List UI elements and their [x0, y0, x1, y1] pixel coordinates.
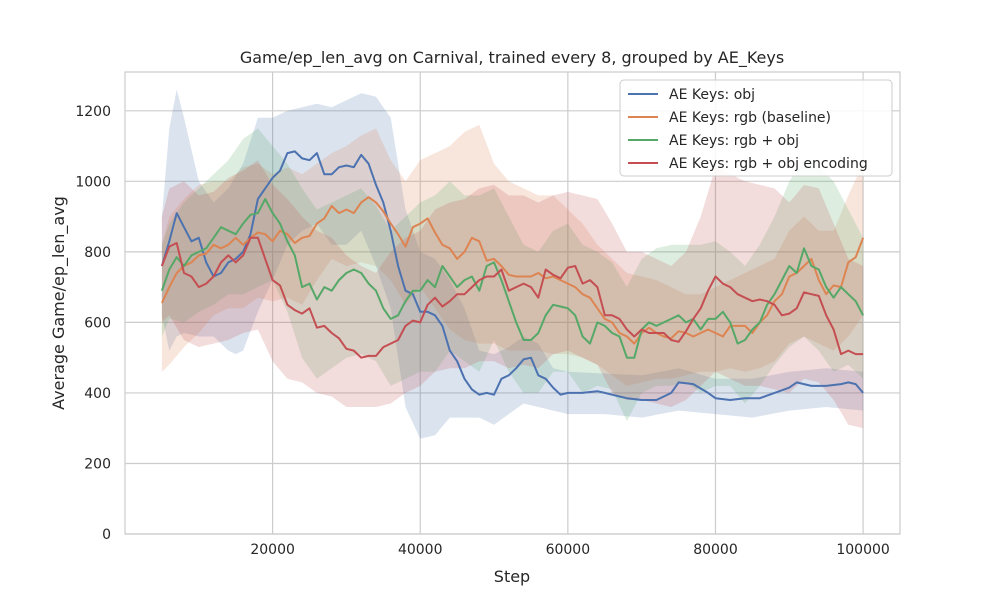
- plot-frame: [124, 71, 901, 535]
- y-tick-label: 0: [102, 527, 111, 543]
- x-tick-label: 80000: [693, 542, 738, 558]
- series-line: [160, 236, 864, 359]
- x-axis-label: Step: [494, 567, 530, 586]
- series-line: [160, 196, 865, 345]
- x-tick-label: 60000: [546, 542, 591, 558]
- y-axis-label: Average Game/ep_len_avg: [49, 196, 69, 410]
- y-tick-label: 200: [84, 456, 111, 472]
- legend-label: AE Keys: rgb (baseline): [669, 110, 831, 126]
- legend-label: AE Keys: rgb + obj encoding: [669, 156, 868, 172]
- x-tick-label: 100000: [836, 542, 889, 558]
- series-line: [160, 150, 864, 401]
- y-tick-label: 800: [84, 245, 111, 261]
- chart-title: Game/ep_len_avg on Carnival, trained eve…: [240, 48, 784, 68]
- series-lines: [160, 150, 865, 401]
- confidence-band: [161, 89, 864, 439]
- y-tick-label: 1200: [75, 104, 111, 120]
- legend-label: AE Keys: obj: [669, 87, 755, 103]
- y-tick-label: 400: [84, 386, 111, 402]
- y-axis-ticks: 0 200 400 600 800 1000 1200: [75, 104, 111, 543]
- y-tick-label: 1000: [75, 174, 111, 190]
- x-axis-ticks: 20000 40000 60000 80000 100000: [250, 542, 889, 558]
- x-tick-label: 20000: [250, 542, 295, 558]
- legend-box: [619, 79, 893, 177]
- x-tick-label: 40000: [398, 542, 443, 558]
- y-tick-label: 600: [84, 315, 111, 331]
- confidence-band: [161, 160, 864, 429]
- legend: AE Keys: obj AE Keys: rgb (baseline) AE Ke…: [619, 79, 893, 177]
- legend-label: AE Keys: rgb + obj: [669, 133, 799, 149]
- series-line: [160, 198, 864, 359]
- grid: [125, 72, 900, 535]
